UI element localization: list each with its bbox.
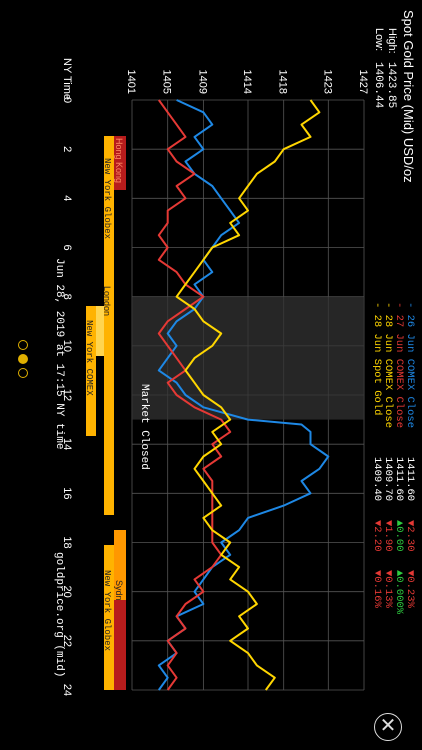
- legend-change-1: ▼2.30: [404, 520, 416, 552]
- x-tick-label: 4: [61, 195, 73, 201]
- x-tick-label: 24: [61, 684, 73, 696]
- low-value: 1406.44: [372, 62, 384, 109]
- x-tick-label: 22: [61, 635, 73, 647]
- page-dot-3[interactable]: [18, 368, 28, 378]
- close-button[interactable]: ✕: [374, 713, 402, 741]
- legend-label-4: - 28 Jun Spot Gold: [371, 302, 383, 415]
- session-hong-kong-label: Hong Kong: [114, 138, 124, 183]
- x-tick-label: 18: [61, 536, 73, 548]
- y-tick-label: 1401: [125, 70, 137, 94]
- legend-label-1: - 26 Jun COMEX Close: [404, 302, 416, 428]
- legend-label-2: - 27 Jun COMEX Close: [393, 302, 405, 428]
- chart-title: Spot Gold Price (Mid) USD/oz: [401, 10, 416, 183]
- x-tick-label: 2: [61, 146, 73, 152]
- x-tick-label: 20: [61, 586, 73, 598]
- session-new-york-globex-label-2: New York Globex: [102, 570, 112, 651]
- series-lines: [157, 99, 330, 691]
- session-london-label: London: [102, 286, 112, 316]
- x-tick-label: 16: [61, 487, 73, 499]
- legend-change-2: ▲0.00: [393, 520, 405, 552]
- x-axis-title: NY Time: [61, 58, 73, 100]
- y-tick-label: 1427: [357, 70, 369, 94]
- session-new-york-globex-label: New York Globex: [102, 158, 112, 239]
- footer-date: Jun 28, 2019 at 17:15 NY time: [53, 258, 65, 449]
- session-hong-kong-bar-2: [114, 600, 126, 690]
- low-label: Low:: [373, 28, 385, 51]
- session-new-york-comex-label: New York COMEX: [84, 320, 94, 396]
- session-london-bar: [96, 306, 104, 356]
- x-tick-label: 6: [61, 244, 73, 250]
- legend-value-1: 1411.60: [404, 457, 416, 501]
- session-globex-bar-3: [104, 545, 114, 690]
- legend-pct-3: ▼0.13%: [382, 570, 394, 609]
- series-line-3: [175, 99, 321, 691]
- y-tick-label: 1414: [241, 70, 253, 94]
- legend-value-4: 1409.40: [371, 457, 383, 501]
- y-tick-label: 1405: [161, 70, 173, 94]
- page-dot-1[interactable]: [18, 340, 28, 350]
- series-line-1: [157, 99, 330, 691]
- session-globex-bar-1: [104, 136, 114, 461]
- legend: - 26 Jun COMEX Close 1411.60 ▼2.30 ▼0.23…: [371, 302, 416, 615]
- high-label: High:: [386, 28, 398, 54]
- market-closed-label: Market Closed: [138, 384, 150, 470]
- x-tick-label: 10: [61, 340, 73, 352]
- legend-pct-1: ▼0.23%: [404, 570, 416, 609]
- y-tick-label: 1409: [196, 70, 208, 94]
- footer-source: goldprice.org (mid): [53, 552, 65, 677]
- session-globex-bar-2: [104, 460, 114, 515]
- close-icon: ✕: [379, 715, 397, 737]
- high-value: 1423.85: [385, 62, 397, 108]
- page-indicator: [16, 340, 30, 382]
- session-sydney-label: Sydney: [114, 580, 124, 611]
- legend-value-2: 1411.60: [393, 457, 405, 501]
- sessions-strip: Hong Kong New York Globex London New Yor…: [84, 136, 126, 690]
- x-tick-label: 0: [61, 97, 73, 103]
- x-tick-label: 8: [61, 294, 73, 300]
- legend-change-4: ▼2.20: [371, 520, 383, 552]
- y-tick-label: 1423: [321, 70, 333, 94]
- page-dot-2[interactable]: [18, 354, 28, 364]
- session-hong-kong-bar: [114, 136, 126, 190]
- legend-change-3: ▼1.90: [382, 520, 394, 552]
- series-line-2: [157, 99, 232, 691]
- x-tick-label: 14: [61, 438, 73, 450]
- legend-value-3: 1409.70: [382, 457, 394, 501]
- session-comex-bar: [86, 306, 96, 436]
- y-axis-ticks: 1401 1405 1409 1414 1418 1423 1427: [125, 70, 369, 94]
- x-tick-label: 12: [61, 389, 73, 401]
- legend-pct-4: ▼0.16%: [371, 570, 383, 609]
- legend-label-3: - 28 Jun COMEX Close: [382, 302, 394, 428]
- market-closed-band: [132, 296, 364, 420]
- y-tick-label: 1418: [277, 70, 289, 94]
- legend-pct-2: ▲0.000%: [393, 570, 405, 615]
